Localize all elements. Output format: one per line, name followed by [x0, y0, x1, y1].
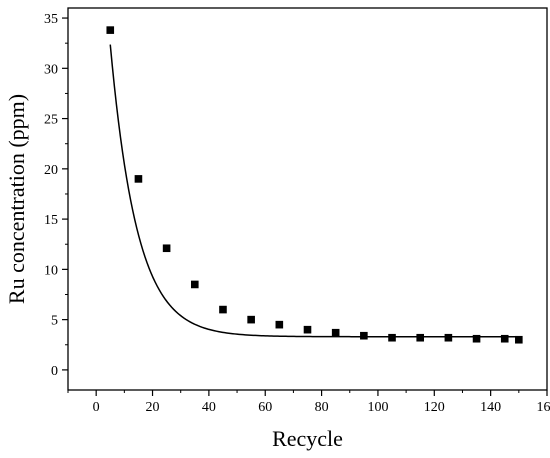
axes — [67, 7, 548, 391]
data-point — [416, 333, 425, 342]
ticks: 0 20 40 60 80 100 120 140 160 0 5 10 15 20 25 30 35 — [44, 12, 550, 415]
data-point — [106, 26, 115, 34]
x-axis-title: Recycle — [272, 426, 343, 451]
y-tick-label: 20 — [44, 163, 58, 178]
x-tick-label: 60 — [258, 400, 272, 415]
data-point — [515, 335, 523, 344]
data-point — [275, 320, 284, 329]
data-point — [219, 305, 227, 314]
data-point — [472, 334, 481, 343]
data-point — [303, 325, 312, 334]
data-point — [134, 175, 143, 183]
data-point — [500, 334, 509, 343]
y-tick-label: 5 — [51, 314, 58, 329]
y-tick-label: 35 — [44, 12, 58, 27]
y-tick-label: 10 — [44, 263, 58, 278]
data-point — [162, 244, 171, 253]
fit-curve-group — [109, 44, 519, 338]
data-points — [106, 26, 523, 344]
data-point — [190, 280, 199, 289]
data-point — [331, 328, 340, 337]
x-tick-label: 100 — [367, 400, 388, 415]
x-tick-label: 160 — [537, 400, 550, 415]
plot-frame — [67, 7, 548, 391]
data-point — [388, 333, 396, 342]
y-tick-label: 15 — [44, 213, 58, 228]
x-tick-label: 120 — [424, 400, 445, 415]
x-tick-label: 140 — [480, 400, 501, 415]
data-point — [360, 331, 368, 340]
x-tick-label: 40 — [202, 400, 216, 415]
fit-curve — [109, 44, 519, 338]
x-tick-label: 20 — [146, 400, 160, 415]
data-point — [444, 333, 453, 342]
y-tick-label: 25 — [44, 113, 58, 128]
x-tick-label: 0 — [93, 400, 100, 415]
y-tick-label: 0 — [51, 364, 58, 379]
y-axis-title: Ru concentration (ppm) — [4, 94, 29, 304]
x-tick-label: 80 — [315, 400, 329, 415]
data-point — [247, 315, 255, 324]
y-tick-label: 30 — [44, 62, 58, 77]
